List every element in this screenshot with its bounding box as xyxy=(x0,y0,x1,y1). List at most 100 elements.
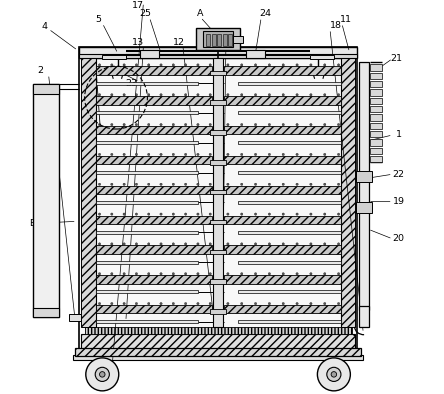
Circle shape xyxy=(310,183,312,186)
Text: A: A xyxy=(197,9,204,18)
Circle shape xyxy=(99,64,101,66)
Text: 11: 11 xyxy=(340,15,352,24)
Circle shape xyxy=(254,153,257,156)
Circle shape xyxy=(160,94,162,96)
Circle shape xyxy=(327,367,341,381)
Bar xyxy=(210,71,226,75)
Circle shape xyxy=(337,213,340,215)
Text: 19: 19 xyxy=(392,197,404,206)
Circle shape xyxy=(241,123,243,126)
Bar xyxy=(224,245,341,254)
Circle shape xyxy=(197,213,199,215)
Bar xyxy=(139,50,159,58)
Circle shape xyxy=(135,243,138,245)
Circle shape xyxy=(197,243,199,245)
Circle shape xyxy=(172,213,174,215)
Circle shape xyxy=(241,243,243,245)
Circle shape xyxy=(296,303,298,305)
Circle shape xyxy=(296,213,298,215)
Circle shape xyxy=(282,273,285,275)
Bar xyxy=(310,55,334,59)
Circle shape xyxy=(184,213,187,215)
Circle shape xyxy=(337,94,340,96)
Bar xyxy=(85,327,352,334)
Bar xyxy=(370,156,382,162)
Circle shape xyxy=(324,64,326,66)
Circle shape xyxy=(111,64,113,66)
Circle shape xyxy=(160,123,162,126)
Circle shape xyxy=(135,123,138,126)
Circle shape xyxy=(111,273,113,275)
Circle shape xyxy=(324,303,326,305)
Text: 3: 3 xyxy=(38,178,44,186)
Circle shape xyxy=(197,303,199,305)
Circle shape xyxy=(160,273,162,275)
Text: 12: 12 xyxy=(173,38,185,47)
Circle shape xyxy=(99,303,101,305)
Circle shape xyxy=(324,153,326,156)
Circle shape xyxy=(184,273,187,275)
Bar xyxy=(79,46,357,58)
Bar xyxy=(210,220,226,224)
Circle shape xyxy=(310,243,312,245)
Bar xyxy=(95,96,212,105)
Bar xyxy=(370,148,382,154)
Bar xyxy=(356,171,372,182)
Circle shape xyxy=(160,153,162,156)
Bar xyxy=(212,34,216,46)
Text: 5: 5 xyxy=(95,15,101,24)
Bar xyxy=(233,36,243,43)
Bar xyxy=(95,171,198,174)
Bar xyxy=(213,58,223,327)
Bar xyxy=(238,261,341,264)
Circle shape xyxy=(197,153,199,156)
Bar xyxy=(224,305,341,314)
Bar xyxy=(238,320,341,323)
Circle shape xyxy=(123,94,125,96)
Circle shape xyxy=(111,123,113,126)
Text: 25: 25 xyxy=(139,9,151,18)
Circle shape xyxy=(209,183,211,186)
Circle shape xyxy=(254,273,257,275)
Bar xyxy=(370,89,382,96)
Circle shape xyxy=(184,123,187,126)
Circle shape xyxy=(268,153,270,156)
Circle shape xyxy=(184,94,187,96)
Circle shape xyxy=(99,153,101,156)
Circle shape xyxy=(241,213,243,215)
Bar xyxy=(370,114,382,121)
Text: 2: 2 xyxy=(38,66,44,74)
Text: 22: 22 xyxy=(392,170,404,179)
Bar xyxy=(238,112,341,115)
Bar xyxy=(95,186,212,194)
Bar xyxy=(210,250,226,254)
Circle shape xyxy=(254,123,257,126)
Bar xyxy=(370,81,382,87)
Circle shape xyxy=(160,303,162,305)
Circle shape xyxy=(337,153,340,156)
Bar xyxy=(81,58,95,327)
Circle shape xyxy=(268,94,270,96)
Circle shape xyxy=(268,183,270,186)
Bar xyxy=(210,100,226,105)
Circle shape xyxy=(209,303,211,305)
Text: 23: 23 xyxy=(126,80,138,88)
Circle shape xyxy=(147,123,150,126)
Circle shape xyxy=(135,183,138,186)
Bar xyxy=(95,231,198,234)
Circle shape xyxy=(209,213,211,215)
Circle shape xyxy=(147,183,150,186)
Bar xyxy=(95,156,212,164)
Bar xyxy=(370,139,382,146)
Circle shape xyxy=(172,153,174,156)
Circle shape xyxy=(111,94,113,96)
Bar xyxy=(95,320,198,323)
Circle shape xyxy=(209,123,211,126)
Bar xyxy=(75,348,361,356)
Circle shape xyxy=(135,303,138,305)
Circle shape xyxy=(209,64,211,66)
Circle shape xyxy=(282,183,285,186)
Circle shape xyxy=(147,243,150,245)
Bar xyxy=(33,308,59,318)
Circle shape xyxy=(268,64,270,66)
